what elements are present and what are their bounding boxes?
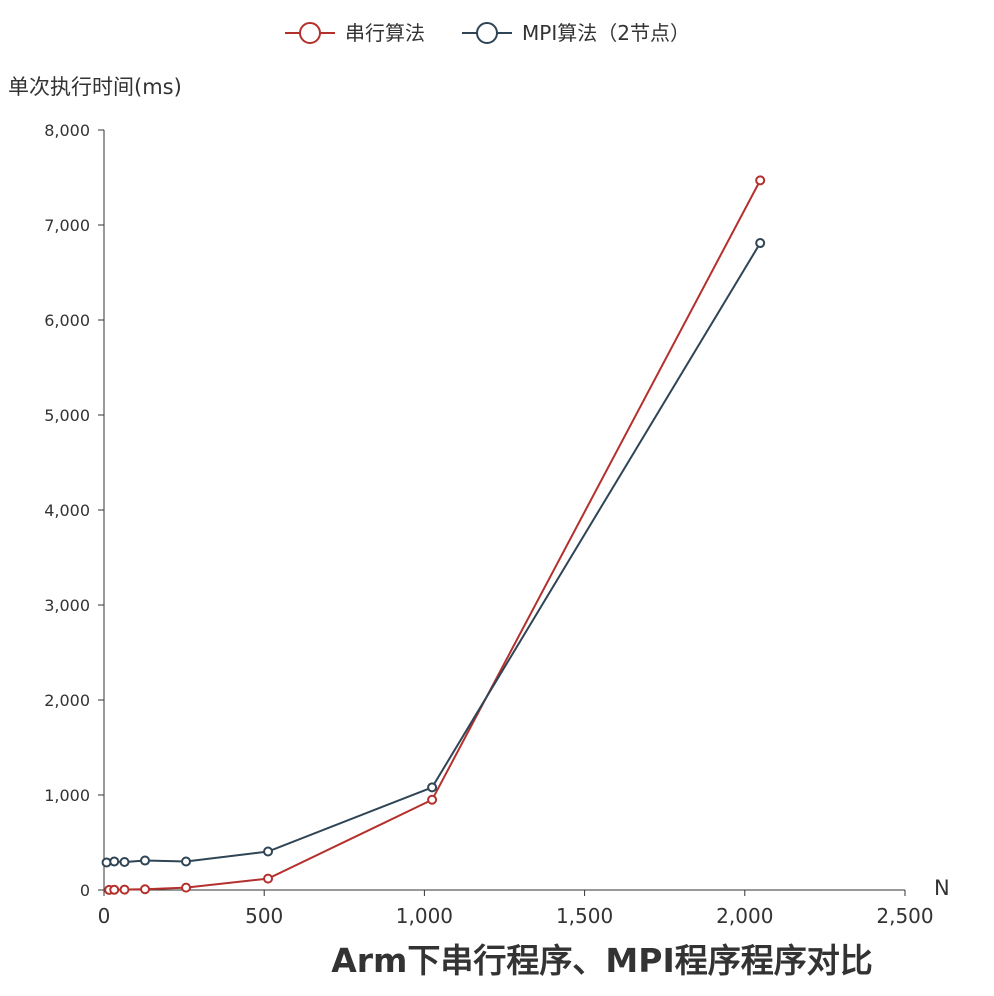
y-tick-label: 4,000 [44, 501, 90, 520]
y-tick-label: 1,000 [44, 786, 90, 805]
x-axis-ticks: 0 500 1,000 1,500 2,000 2,500 [98, 890, 934, 928]
series-2-point[interactable] [755, 238, 766, 249]
series-2-point[interactable] [140, 855, 151, 866]
series-2-point[interactable] [119, 856, 130, 867]
chart-title: Arm下串行程序、MPI程序程序对比 [331, 941, 873, 980]
y-axis-title: 单次执行时间(ms) [8, 75, 182, 99]
y-axis-ticks: 0 1,000 2,000 3,000 4,000 5,000 6,000 7,000 8,00… [44, 121, 104, 900]
legend-item-1[interactable]: 串行算法 [285, 21, 425, 45]
x-tick-label: 1,500 [556, 904, 613, 928]
series-2-point[interactable] [109, 856, 120, 867]
series-2-point[interactable] [427, 782, 438, 793]
x-tick-label: 2,000 [716, 904, 773, 928]
y-tick-label: 5,000 [44, 406, 90, 425]
series-2 [101, 238, 766, 868]
axes [103, 130, 905, 891]
series-2-line [106, 242, 762, 864]
series-2-point[interactable] [263, 846, 274, 857]
y-tick-label: 3,000 [44, 596, 90, 615]
series-layer [101, 175, 766, 895]
legend-marker [476, 22, 498, 44]
y-tick-label: 6,000 [44, 311, 90, 330]
x-tick-label: 0 [98, 904, 111, 928]
series-1-point[interactable] [109, 884, 120, 895]
series-1 [104, 175, 766, 895]
x-tick-label: 2,500 [876, 904, 933, 928]
legend-label: MPI算法（2节点） [522, 21, 690, 45]
series-1-point[interactable] [119, 884, 130, 895]
series-1-point[interactable] [181, 882, 192, 893]
y-tick-label: 7,000 [44, 216, 90, 235]
x-axis-title: N [934, 876, 950, 900]
x-tick-label: 500 [245, 904, 283, 928]
series-1-point[interactable] [263, 873, 274, 884]
series-1-point[interactable] [755, 175, 766, 186]
series-1-point[interactable] [140, 884, 151, 895]
series-2-point[interactable] [181, 856, 192, 867]
legend[interactable]: 串行算法 MPI算法（2节点） [285, 21, 690, 45]
y-tick-label: 0 [80, 881, 90, 900]
legend-label: 串行算法 [345, 21, 425, 45]
y-tick-label: 8,000 [44, 121, 90, 140]
y-tick-label: 2,000 [44, 691, 90, 710]
legend-item-2[interactable]: MPI算法（2节点） [462, 21, 690, 45]
series-1-point[interactable] [427, 794, 438, 805]
x-tick-label: 1,000 [396, 904, 453, 928]
legend-marker [299, 22, 321, 44]
